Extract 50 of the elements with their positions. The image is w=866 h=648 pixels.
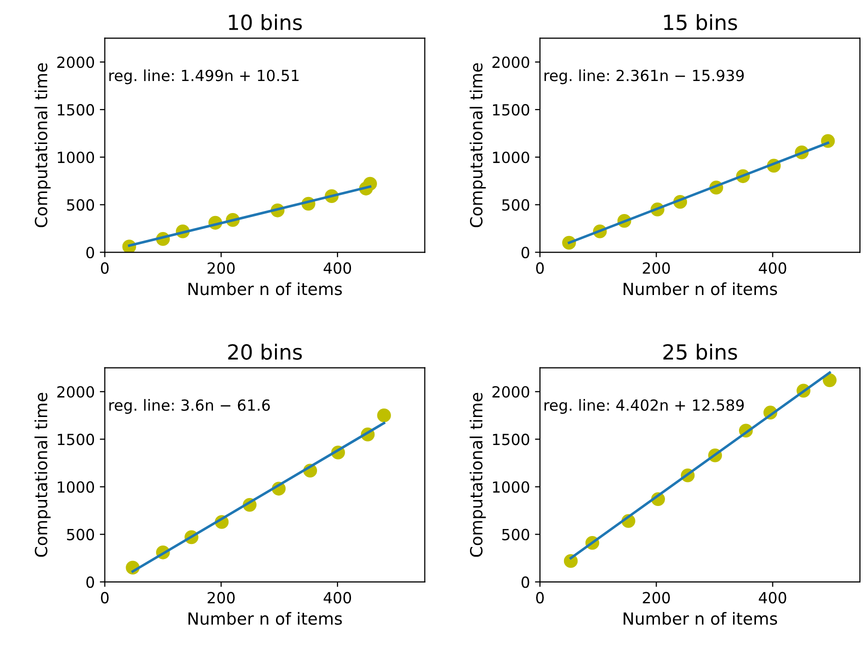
x-tick-label: 0 (536, 592, 544, 604)
chart-title: 10 bins (228, 14, 302, 30)
x-tick-label: 400 (324, 592, 352, 604)
annotation: reg. line: 4.402n + 12.589 (544, 399, 744, 414)
y-tick-label: 500 (502, 528, 530, 540)
y-tick-label: 1000 (493, 481, 530, 493)
x-tick-label: 200 (208, 592, 235, 604)
y-tick-label: 500 (67, 199, 94, 211)
y-axis-title: Computational time (470, 392, 486, 557)
y-tick-label: 1000 (58, 481, 94, 493)
x-tick-label: 400 (758, 592, 786, 604)
x-tick-label: 0 (100, 592, 109, 604)
y-tick-label: 0 (522, 246, 530, 258)
x-tick-label: 200 (208, 262, 235, 274)
y-tick-label: 2000 (492, 386, 530, 398)
x-tick-label: 400 (758, 262, 786, 274)
x-axis-title: Number n of items (188, 282, 342, 296)
y-axis-title: Computational time (34, 63, 51, 228)
y-tick-label: 1500 (58, 104, 94, 116)
y-tick-label: 500 (502, 199, 530, 211)
x-axis-title: Number n of items (188, 612, 342, 625)
y-tick-label: 0 (522, 576, 530, 588)
y-tick-label: 1000 (493, 152, 530, 164)
x-tick-label: 400 (324, 262, 352, 274)
x-tick-label: 200 (642, 262, 670, 274)
y-axis-title: Computational time (34, 392, 51, 557)
y-tick-label: 2000 (492, 56, 530, 68)
y-tick-label: 500 (67, 528, 94, 540)
annotation: reg. line: 1.499n + 10.51 (109, 69, 299, 84)
y-tick-label: 0 (86, 576, 94, 588)
point (377, 408, 391, 422)
chart-title: 20 bins (228, 344, 302, 360)
y-tick-label: 1000 (58, 152, 94, 164)
x-axis-title: Number n of items (624, 282, 778, 296)
chart-title: 15 bins (664, 14, 738, 30)
point (822, 373, 837, 388)
y-tick-label: 1500 (493, 434, 530, 446)
x-tick-label: 200 (642, 592, 670, 604)
chart-title: 25 bins (663, 344, 738, 360)
annotation: reg. line: 2.361n − 15.939 (544, 69, 744, 84)
x-tick-label: 0 (536, 262, 544, 274)
y-tick-label: 1500 (58, 434, 94, 446)
y-tick-label: 2000 (57, 56, 94, 68)
y-tick-label: 2000 (57, 386, 94, 398)
y-tick-label: 1500 (493, 104, 530, 116)
y-axis-title: Computational time (470, 63, 486, 228)
x-axis-title: Number n of items (624, 612, 778, 625)
y-tick-label: 0 (86, 246, 94, 258)
x-tick-label: 0 (100, 262, 109, 274)
annotation: reg. line: 3.6n − 61.6 (109, 399, 270, 414)
